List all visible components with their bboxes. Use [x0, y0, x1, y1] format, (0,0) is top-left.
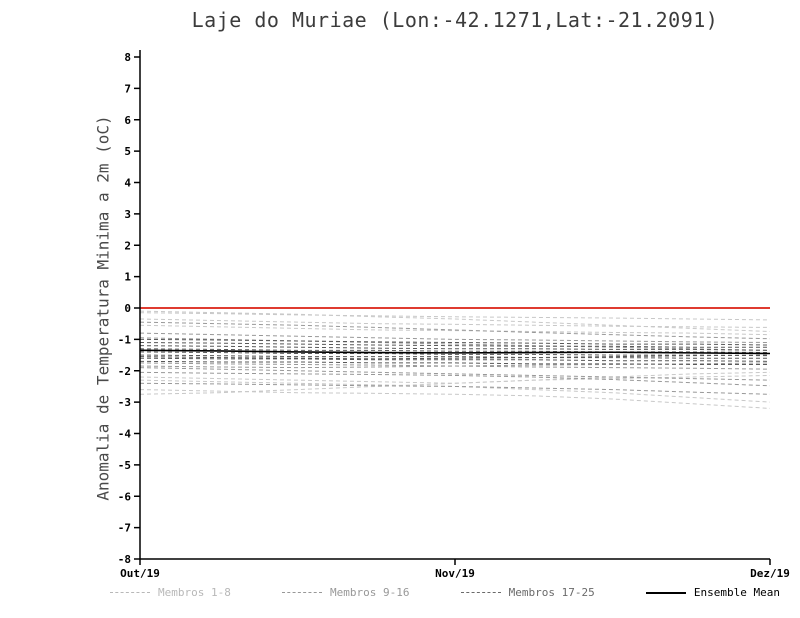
y-tick-label: -6: [118, 490, 132, 503]
y-tick-label: 7: [124, 82, 131, 95]
legend-item-membros-1-8: Membros 1-8: [110, 586, 231, 599]
y-tick-label: -5: [118, 459, 131, 472]
x-tick-label: Dez/19: [750, 567, 790, 580]
y-tick-label: -7: [118, 522, 131, 535]
y-tick-label: -1: [118, 333, 132, 346]
y-tick-label: -3: [118, 396, 131, 409]
member-line: [139, 357, 771, 362]
legend-line-membros-1-8-icon: [110, 592, 150, 593]
member-line: [139, 371, 771, 384]
y-tick-label: 2: [124, 239, 131, 252]
member-line: [139, 312, 771, 321]
member-line: [139, 382, 771, 395]
member-line: [139, 354, 771, 360]
member-line: [139, 332, 771, 344]
legend-label-membros-1-8: Membros 1-8: [158, 586, 231, 599]
member-line: [139, 321, 771, 340]
member-line: [139, 345, 771, 351]
y-tick-label: -8: [118, 553, 131, 566]
y-tick-label: 4: [124, 177, 131, 190]
y-tick-label: 8: [124, 51, 131, 64]
legend-line-membros-9-16-icon: [282, 592, 323, 593]
member-line: [139, 371, 771, 387]
x-tick-label: Out/19: [120, 567, 160, 580]
y-tick-label: -2: [118, 365, 131, 378]
legend-item-ensemble-mean: Ensemble Mean: [645, 586, 780, 599]
y-tick-label: 3: [124, 208, 131, 221]
legend-label-ensemble-mean: Ensemble Mean: [693, 586, 780, 599]
member-line: [139, 351, 771, 357]
x-tick-label: Nov/19: [435, 567, 475, 580]
member-line: [139, 354, 770, 359]
member-line: [139, 367, 771, 381]
y-tick-label: 1: [124, 271, 131, 284]
y-tick-label: 0: [124, 302, 131, 315]
legend-item-membros-9-16: Membros 9-16: [282, 586, 410, 599]
legend-line-membros-17-25-icon: [460, 592, 501, 593]
chart-title: Laje do Muriae (Lon:-42.1271,Lat:-21.209…: [191, 8, 719, 32]
y-tick-label: 5: [124, 145, 131, 158]
y-tick-label: -4: [118, 428, 132, 441]
legend-line-ensemble-mean-icon: [645, 591, 686, 594]
legend-label-membros-9-16: Membros 9-16: [330, 586, 410, 599]
legend-item-membros-17-25: Membros 17-25: [460, 586, 595, 599]
y-tick-label: 6: [124, 114, 131, 127]
member-line: [139, 360, 770, 365]
ensemble-mean-line: [139, 349, 771, 355]
member-line: [139, 338, 771, 346]
member-line: [139, 337, 771, 351]
legend: Membros 1-8 Membros 9-16 Membros 17-25 E…: [110, 586, 780, 599]
legend-label-membros-17-25: Membros 17-25: [508, 586, 595, 599]
member-line: [139, 310, 771, 333]
member-line: [139, 342, 770, 348]
member-line: [139, 324, 771, 336]
member-line: [139, 318, 771, 328]
